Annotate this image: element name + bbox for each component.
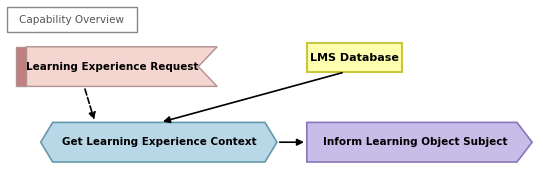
Text: Get Learning Experience Context: Get Learning Experience Context [61,137,256,147]
Text: Capability Overview: Capability Overview [19,15,124,25]
Polygon shape [41,122,277,162]
Bar [7,7,137,32]
Polygon shape [307,122,532,162]
Text: LMS Database: LMS Database [310,53,399,63]
Bar [307,43,402,72]
Polygon shape [26,47,217,86]
Text: Learning Experience Request: Learning Experience Request [26,62,198,72]
Polygon shape [16,47,26,86]
Text: Inform Learning Object Subject: Inform Learning Object Subject [323,137,507,147]
